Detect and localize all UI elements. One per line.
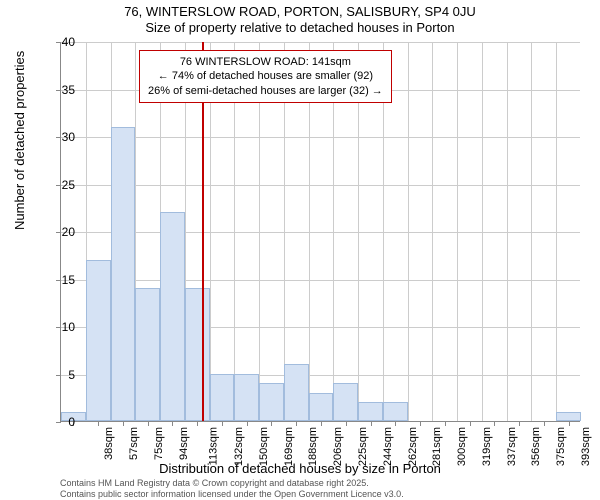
histogram-bar — [111, 127, 136, 422]
y-tick — [56, 280, 61, 281]
y-tick — [56, 375, 61, 376]
x-tick — [98, 421, 99, 426]
gridline-v — [507, 42, 508, 421]
y-tick-label: 20 — [62, 225, 75, 239]
histogram-bar — [333, 383, 358, 421]
gridline-v — [531, 42, 532, 421]
x-tick — [569, 421, 570, 426]
x-tick-label: 75sqm — [153, 427, 165, 460]
footer-attribution: Contains HM Land Registry data © Crown c… — [60, 478, 404, 500]
x-tick-label: 94sqm — [178, 427, 190, 460]
footer-line1: Contains HM Land Registry data © Crown c… — [60, 478, 404, 489]
histogram-bar — [284, 364, 309, 421]
x-tick — [346, 421, 347, 426]
footer-line2: Contains public sector information licen… — [60, 489, 404, 500]
gridline-v — [482, 42, 483, 421]
histogram-bar — [86, 260, 111, 422]
y-tick-label: 15 — [62, 273, 75, 287]
histogram-bar — [185, 288, 210, 421]
gridline-h — [61, 280, 580, 281]
x-tick — [296, 421, 297, 426]
info-box-line3: 26% of semi-detached houses are larger (… — [148, 84, 383, 98]
x-tick — [271, 421, 272, 426]
histogram-bar — [309, 393, 334, 422]
histogram-bar — [210, 374, 235, 422]
x-tick — [123, 421, 124, 426]
y-tick — [56, 422, 61, 423]
x-tick — [222, 421, 223, 426]
x-tick — [519, 421, 520, 426]
y-tick-label: 35 — [62, 83, 75, 97]
y-tick — [56, 137, 61, 138]
histogram-bar — [234, 374, 259, 422]
histogram-bar — [259, 383, 284, 421]
y-tick — [56, 185, 61, 186]
x-tick — [321, 421, 322, 426]
chart-title-main: 76, WINTERSLOW ROAD, PORTON, SALISBURY, … — [0, 4, 600, 19]
gridline-v — [432, 42, 433, 421]
x-tick — [494, 421, 495, 426]
x-tick-label: 38sqm — [103, 427, 115, 460]
x-tick — [395, 421, 396, 426]
histogram-bar — [160, 212, 185, 421]
x-axis-title: Distribution of detached houses by size … — [0, 461, 600, 476]
y-tick-label: 5 — [68, 368, 75, 382]
y-tick-label: 25 — [62, 178, 75, 192]
y-tick-label: 10 — [62, 320, 75, 334]
gridline-h — [61, 137, 580, 138]
histogram-bar — [135, 288, 160, 421]
x-tick — [544, 421, 545, 426]
x-tick — [148, 421, 149, 426]
x-tick — [445, 421, 446, 426]
info-box-line1: 76 WINTERSLOW ROAD: 141sqm — [148, 55, 383, 69]
info-box-line2: ← 74% of detached houses are smaller (92… — [148, 69, 383, 83]
y-tick-label: 0 — [68, 415, 75, 429]
y-axis-title: Number of detached properties — [12, 51, 27, 230]
x-tick-label: 57sqm — [128, 427, 140, 460]
x-tick — [470, 421, 471, 426]
chart-title-sub: Size of property relative to detached ho… — [0, 20, 600, 35]
y-tick — [56, 42, 61, 43]
x-tick — [172, 421, 173, 426]
gridline-h — [61, 232, 580, 233]
info-box: 76 WINTERSLOW ROAD: 141sqm ← 74% of deta… — [139, 50, 392, 103]
x-tick — [371, 421, 372, 426]
histogram-bar — [556, 412, 581, 422]
histogram-bar — [383, 402, 408, 421]
y-tick — [56, 90, 61, 91]
gridline-v — [556, 42, 557, 421]
x-tick — [247, 421, 248, 426]
gridline-v — [408, 42, 409, 421]
histogram-bar — [358, 402, 383, 421]
chart-container: 76, WINTERSLOW ROAD, PORTON, SALISBURY, … — [0, 0, 600, 500]
y-tick-label: 40 — [62, 35, 75, 49]
gridline-h — [61, 42, 580, 43]
plot-area: 38sqm57sqm75sqm94sqm113sqm132sqm150sqm16… — [60, 42, 580, 422]
y-tick — [56, 327, 61, 328]
x-tick — [420, 421, 421, 426]
x-tick-label: 113sqm — [208, 427, 220, 465]
y-tick-label: 30 — [62, 130, 75, 144]
x-tick — [197, 421, 198, 426]
gridline-h — [61, 185, 580, 186]
gridline-v — [457, 42, 458, 421]
y-tick — [56, 232, 61, 233]
